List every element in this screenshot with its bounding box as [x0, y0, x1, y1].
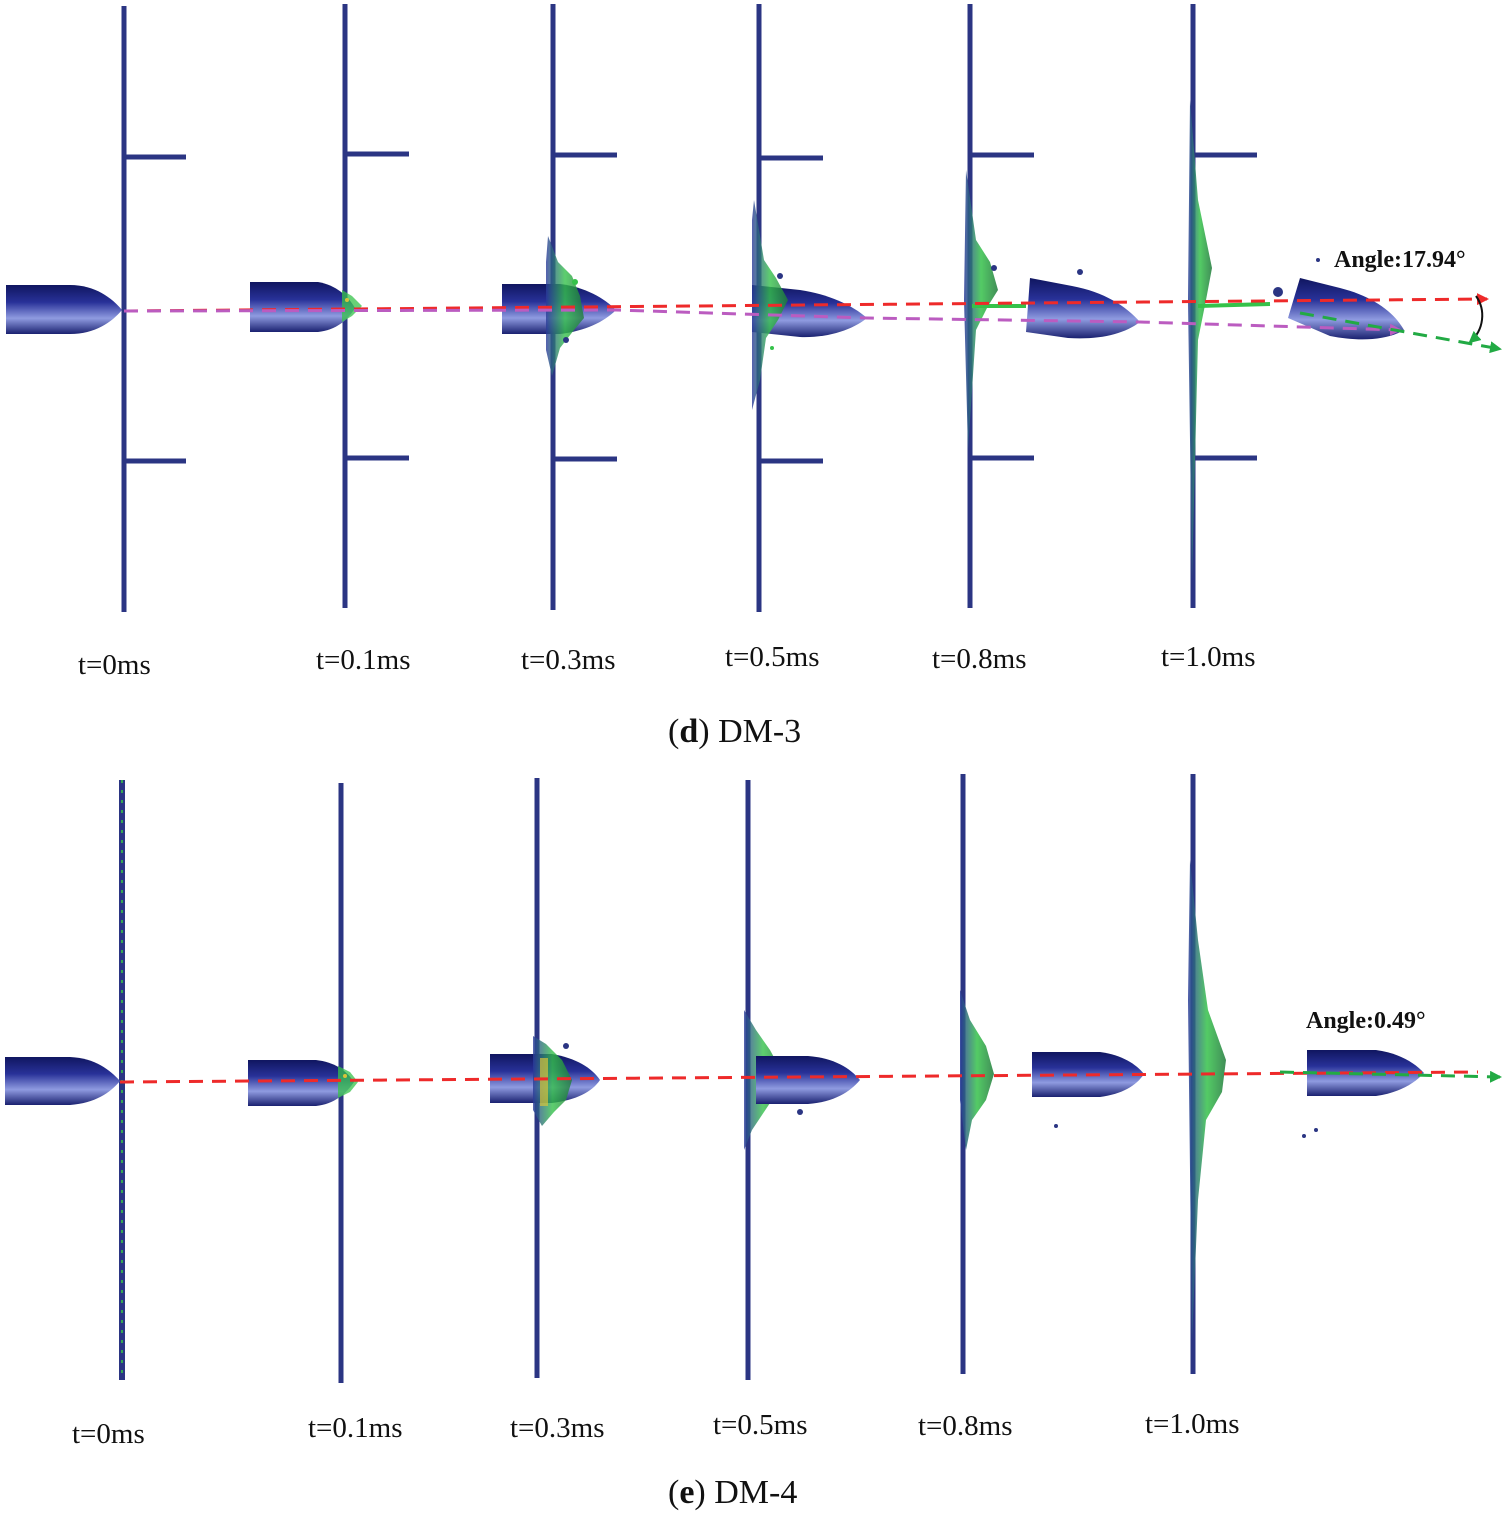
- frame-d-4: [964, 4, 1140, 608]
- time-label: t=0.8ms: [932, 643, 1027, 675]
- debris: [572, 279, 578, 285]
- time-label: t=0.5ms: [725, 641, 820, 673]
- frame-d-5: [1188, 4, 1404, 608]
- frame-e-0: [5, 780, 125, 1380]
- exit-direction-arrow: [1279, 1070, 1502, 1083]
- frame-e-1: [248, 783, 358, 1383]
- debris: [563, 337, 569, 343]
- time-label: t=0.3ms: [510, 1412, 605, 1444]
- frame-e-4: [960, 774, 1144, 1374]
- panel-letter: d: [679, 713, 698, 750]
- angle-marker-dot: [1316, 258, 1320, 262]
- time-label: t=0.3ms: [521, 644, 616, 676]
- debris: [345, 298, 349, 302]
- projectile: [1288, 278, 1404, 340]
- time-label: t=1.0ms: [1161, 641, 1256, 673]
- projectile: [1026, 278, 1140, 339]
- projectile: [6, 285, 122, 334]
- panel-caption: (e) DM-4: [668, 1474, 797, 1511]
- projectile: [5, 1057, 120, 1105]
- damage-zone: [342, 290, 362, 322]
- time-label: t=0.8ms: [918, 1410, 1013, 1442]
- time-label: t=0ms: [78, 649, 151, 681]
- panel-e: Angle:0.49° t=0ms t=0.1ms t=0.3ms t=0.5m…: [5, 774, 1502, 1511]
- panel-name: DM-3: [718, 713, 801, 750]
- debris: [1077, 269, 1083, 275]
- damage-zone: [1188, 860, 1226, 1340]
- time-label: t=0ms: [72, 1418, 145, 1450]
- deflected-trajectory-line: [123, 308, 1402, 336]
- panel-caption: (d) DM-3: [668, 713, 801, 750]
- time-label: t=1.0ms: [1145, 1408, 1240, 1440]
- time-label: t=0.1ms: [308, 1412, 403, 1444]
- initial-trajectory-line: [123, 293, 1489, 313]
- damage-zone: [964, 170, 998, 450]
- frame-e-3: [744, 780, 860, 1380]
- debris: [797, 1109, 803, 1115]
- damage-zone: [960, 990, 994, 1150]
- projectile: [756, 1056, 860, 1104]
- damage-zone: [1188, 100, 1212, 580]
- debris: [1314, 1128, 1318, 1132]
- projectile: [248, 1060, 354, 1106]
- debris: [563, 1043, 569, 1049]
- time-label: t=0.1ms: [316, 644, 411, 676]
- debris-trail: [1197, 302, 1271, 308]
- angle-label: Angle:17.94°: [1334, 247, 1466, 273]
- damage-highlight: [540, 1058, 548, 1106]
- debris: [1302, 1134, 1306, 1138]
- panel-name: DM-4: [714, 1474, 797, 1511]
- panel-letter: e: [679, 1474, 694, 1511]
- time-label: t=0.5ms: [713, 1409, 808, 1441]
- angle-label: Angle:0.49°: [1306, 1008, 1426, 1034]
- exit-direction-arrow: [1299, 311, 1502, 354]
- damage-zone: [533, 1036, 572, 1126]
- frame-d-0: [6, 6, 186, 612]
- debris: [343, 1074, 347, 1078]
- frame-d-1: [250, 4, 409, 608]
- initial-trajectory-line: [119, 1070, 1479, 1084]
- debris: [1273, 287, 1283, 297]
- debris: [991, 265, 997, 271]
- debris: [777, 273, 783, 279]
- angle-arc: [1468, 295, 1484, 344]
- panel-d: Angle:17.94° t=0ms t=0.1ms t=0.3ms t=0.5…: [6, 4, 1502, 750]
- frame-d-3: [752, 4, 867, 612]
- damage-zone: [338, 1066, 358, 1098]
- debris: [770, 346, 774, 350]
- projectile: [250, 282, 355, 332]
- debris: [1054, 1124, 1058, 1128]
